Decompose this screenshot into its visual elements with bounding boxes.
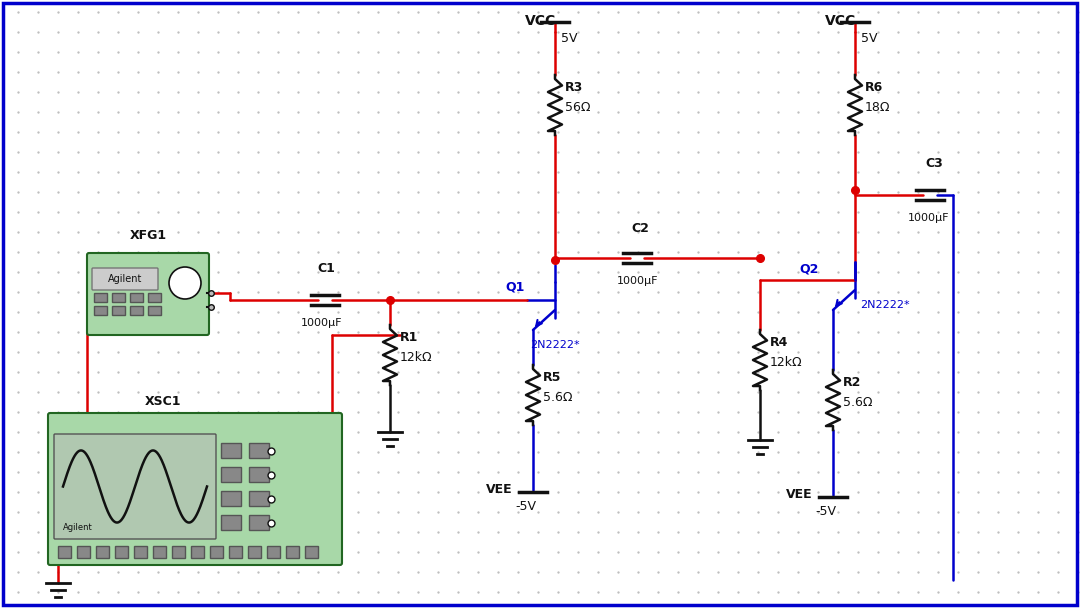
Text: VCC: VCC: [825, 14, 856, 28]
Text: 1000μF: 1000μF: [617, 276, 659, 286]
Circle shape: [168, 267, 201, 299]
Bar: [267, 546, 280, 558]
FancyBboxPatch shape: [54, 434, 216, 539]
Text: VEE: VEE: [785, 488, 812, 501]
Bar: [153, 546, 166, 558]
Bar: [130, 293, 143, 302]
Bar: [286, 546, 299, 558]
Bar: [305, 546, 318, 558]
Text: C1: C1: [318, 262, 335, 275]
Text: R5: R5: [543, 371, 562, 384]
Text: R2: R2: [843, 376, 862, 389]
FancyBboxPatch shape: [92, 268, 158, 290]
Text: XFG1: XFG1: [130, 229, 166, 242]
Bar: [96, 546, 109, 558]
Text: 5V: 5V: [861, 32, 877, 45]
Bar: [249, 467, 269, 482]
Bar: [94, 306, 107, 315]
Text: C2: C2: [631, 222, 649, 235]
Text: 5V: 5V: [561, 32, 578, 45]
Bar: [191, 546, 204, 558]
Text: VEE: VEE: [486, 483, 512, 496]
Text: 1000μF: 1000μF: [301, 318, 342, 328]
Text: R3: R3: [565, 81, 583, 94]
Bar: [114, 546, 129, 558]
Text: 56Ω: 56Ω: [565, 101, 591, 114]
Text: 12kΩ: 12kΩ: [770, 356, 802, 369]
Text: -5V: -5V: [515, 500, 536, 513]
Text: Q1: Q1: [505, 280, 525, 293]
Bar: [221, 467, 241, 482]
Text: 5.6Ω: 5.6Ω: [843, 396, 873, 409]
Bar: [134, 546, 147, 558]
Text: 2N2222*: 2N2222*: [860, 300, 909, 310]
Text: Agilent: Agilent: [108, 274, 143, 284]
Bar: [221, 515, 241, 530]
Text: XSC1: XSC1: [145, 395, 181, 408]
Bar: [221, 491, 241, 506]
Bar: [112, 306, 125, 315]
Bar: [94, 293, 107, 302]
Bar: [210, 546, 222, 558]
Text: R6: R6: [865, 81, 883, 94]
Bar: [58, 546, 71, 558]
Text: 12kΩ: 12kΩ: [400, 351, 433, 364]
Bar: [148, 306, 161, 315]
Text: VCC: VCC: [525, 14, 556, 28]
Text: Q2: Q2: [799, 262, 819, 275]
Bar: [221, 443, 241, 458]
Bar: [249, 491, 269, 506]
Bar: [172, 546, 185, 558]
Text: 1000μF: 1000μF: [908, 213, 949, 223]
Text: R4: R4: [770, 336, 788, 349]
Text: 5.6Ω: 5.6Ω: [543, 391, 572, 404]
Bar: [148, 293, 161, 302]
Bar: [112, 293, 125, 302]
Bar: [248, 546, 261, 558]
Bar: [229, 546, 242, 558]
Text: C3: C3: [924, 157, 943, 170]
Bar: [249, 515, 269, 530]
Bar: [77, 546, 90, 558]
Text: 2N2222*: 2N2222*: [530, 340, 580, 350]
Bar: [249, 443, 269, 458]
Circle shape: [179, 277, 191, 289]
Text: -5V: -5V: [815, 505, 836, 518]
FancyBboxPatch shape: [48, 413, 342, 565]
Text: 18Ω: 18Ω: [865, 101, 891, 114]
Bar: [130, 306, 143, 315]
Text: Agilent: Agilent: [63, 523, 93, 532]
Text: R1: R1: [400, 331, 418, 344]
FancyBboxPatch shape: [87, 253, 210, 335]
